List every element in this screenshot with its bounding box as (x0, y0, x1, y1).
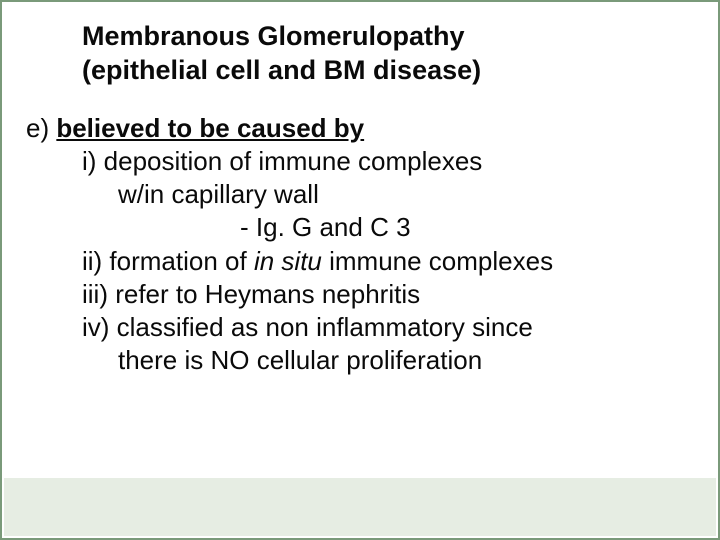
slide-title: Membranous Glomerulopathy (epithelial ce… (82, 20, 698, 88)
footer-band (4, 478, 716, 536)
item-ii-post: immune complexes (329, 246, 553, 276)
item-ii: ii) formation of in situ immune complexe… (82, 245, 698, 278)
item-i-dash: - Ig. G and C 3 (240, 211, 698, 244)
item-ii-italic: in situ (254, 246, 329, 276)
item-iii: iii) refer to Heymans nephritis (82, 278, 698, 311)
lede-line: e) believed to be caused by (26, 112, 698, 145)
item-iv-line1: iv) classified as non inflammatory since (82, 311, 698, 344)
title-line-2: (epithelial cell and BM disease) (82, 54, 698, 88)
item-i-line1: i) deposition of immune complexes (82, 145, 698, 178)
item-i-line2: w/in capillary wall (118, 178, 698, 211)
slide-frame: Membranous Glomerulopathy (epithelial ce… (0, 0, 720, 540)
lede-label: e) (26, 113, 56, 143)
item-ii-pre: ii) formation of (82, 246, 254, 276)
item-iv-line2: there is NO cellular proliferation (118, 344, 698, 377)
slide-body: e) believed to be caused by i) depositio… (22, 112, 698, 378)
title-line-1: Membranous Glomerulopathy (82, 20, 698, 54)
lede-text: believed to be caused by (56, 113, 364, 143)
